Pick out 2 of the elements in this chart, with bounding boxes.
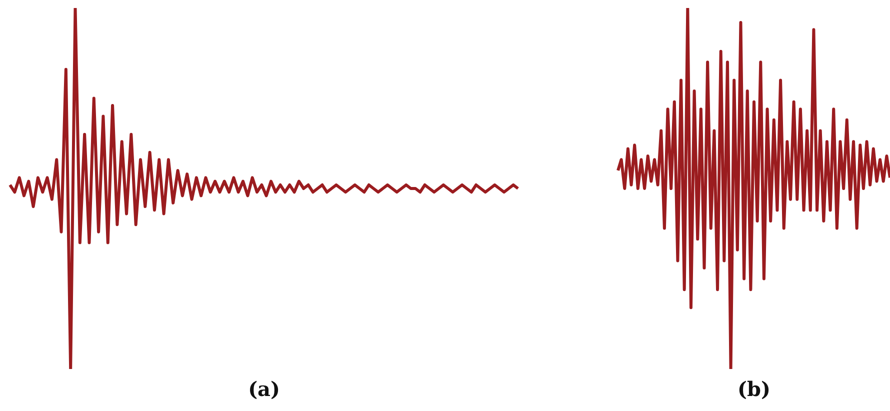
text: (a): [248, 377, 280, 402]
text: (b): [738, 377, 770, 402]
